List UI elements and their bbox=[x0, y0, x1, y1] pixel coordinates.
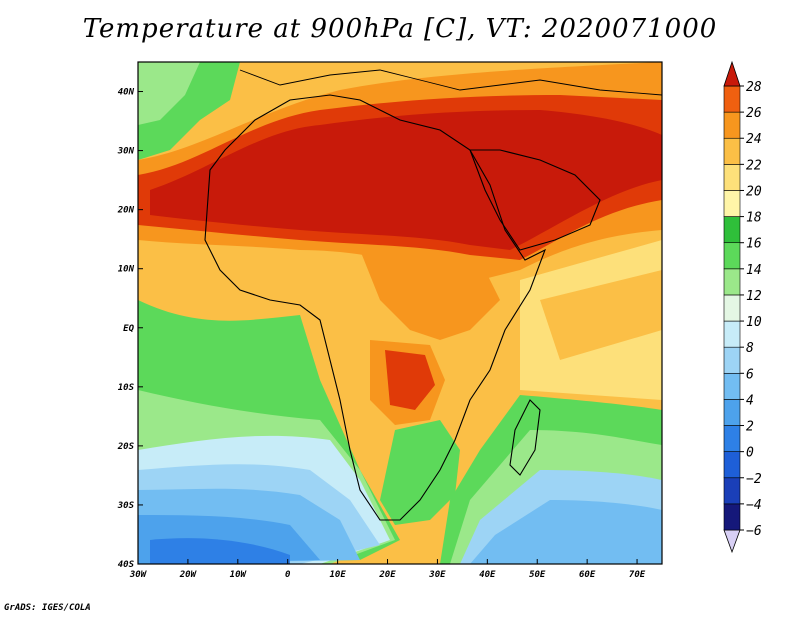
field-io-orange bbox=[540, 270, 662, 360]
longitude-axis: 30W 20W 10W 0 10E 20E 30E 40E 50E 60E 70E bbox=[129, 559, 646, 580]
colorbar-label: −4 bbox=[746, 498, 762, 513]
lon-tick-label: 50E bbox=[529, 570, 546, 580]
colorbar-label: 14 bbox=[746, 263, 762, 278]
colorbar-upper-extension bbox=[723, 60, 741, 87]
colorbar-label: 12 bbox=[746, 289, 762, 304]
field-south-deepblue bbox=[150, 538, 290, 564]
lat-tick-label: 20N bbox=[117, 206, 135, 216]
colorbar-label: −6 bbox=[746, 524, 762, 539]
lat-tick-label: 40S bbox=[118, 560, 135, 570]
field-sahara-darkred bbox=[150, 110, 662, 250]
lat-tick-label: 20S bbox=[117, 442, 135, 452]
lon-tick-label: 30E bbox=[428, 570, 446, 580]
lat-tick-label: 30S bbox=[117, 501, 135, 511]
colorbar-segment bbox=[723, 242, 741, 270]
colorbar-label: 16 bbox=[746, 237, 762, 252]
lon-tick-label: 60E bbox=[579, 570, 596, 580]
field-congo-red bbox=[385, 350, 435, 410]
lon-tick-label: 40E bbox=[479, 570, 496, 580]
lat-tick-label: 30N bbox=[117, 147, 135, 157]
colorbar-label: 2 bbox=[746, 420, 754, 435]
colorbar-segment bbox=[723, 320, 741, 348]
colorbar-label: 28 bbox=[746, 80, 762, 95]
colorbar-segment bbox=[723, 399, 741, 426]
lat-tick-label: EQ bbox=[123, 324, 134, 334]
lat-tick-label: 10N bbox=[118, 265, 135, 275]
map-title: Temperature at 900hPa [C], VT: 202007100… bbox=[82, 14, 718, 44]
field-central-orange bbox=[360, 250, 500, 340]
lat-tick-label: 10S bbox=[118, 383, 135, 393]
lon-tick-label: 10W bbox=[230, 570, 248, 580]
africa-coastline bbox=[204, 94, 547, 521]
colorbar-segment bbox=[723, 190, 741, 217]
colorbar-label: 4 bbox=[746, 393, 754, 408]
colorbar-label: 18 bbox=[746, 211, 762, 226]
colorbar-segment bbox=[723, 164, 741, 191]
colorbar-label: −2 bbox=[746, 472, 762, 487]
grads-credit: GrADS: IGES/COLA bbox=[4, 603, 91, 613]
colorbar-segment bbox=[723, 85, 741, 113]
arabia-coastline bbox=[469, 149, 601, 251]
colorbar-segment bbox=[723, 216, 741, 244]
lon-tick-label: 10E bbox=[329, 570, 346, 580]
europe-coastline bbox=[239, 69, 662, 96]
temperature-field bbox=[138, 62, 662, 564]
colorbar-label: 20 bbox=[746, 184, 762, 199]
lon-tick-label: 20E bbox=[378, 570, 396, 580]
lat-tick-label: 40N bbox=[118, 88, 135, 98]
colorbar-segment bbox=[723, 477, 741, 505]
colorbar-label: 10 bbox=[746, 315, 762, 330]
lon-tick-label: 70E bbox=[629, 570, 646, 580]
lon-tick-label: 30W bbox=[129, 570, 148, 580]
colorbar-label: 22 bbox=[746, 158, 762, 173]
colorbar-segment bbox=[723, 503, 741, 531]
map-frame bbox=[137, 61, 663, 565]
latitude-axis: 40N 30N 20N 10N EQ 10S 20S 30S 40S bbox=[117, 88, 143, 570]
colorbar-segment bbox=[723, 425, 741, 452]
colorbar-segment bbox=[723, 346, 741, 374]
field-sa-green bbox=[380, 420, 460, 525]
colorbar-label: 0 bbox=[746, 446, 754, 461]
colorbar-segment bbox=[723, 294, 741, 322]
colorbar-segment bbox=[723, 137, 741, 165]
colorbar-segment bbox=[723, 451, 741, 479]
colorbar-label: 24 bbox=[746, 132, 762, 147]
colorbar-label: 6 bbox=[746, 367, 754, 382]
madagascar-coastline bbox=[509, 399, 541, 476]
colorbar-segment bbox=[723, 372, 741, 400]
colorbar-segment bbox=[723, 268, 741, 296]
field-se-blue bbox=[470, 500, 662, 564]
field-nw-lightgreen bbox=[138, 62, 200, 125]
colorbar-segment bbox=[723, 111, 741, 139]
colorbar-label: 26 bbox=[746, 106, 762, 121]
colorbar-label: 8 bbox=[746, 341, 754, 356]
colorbar-lower-extension bbox=[723, 529, 741, 554]
lon-tick-label: 0 bbox=[285, 570, 291, 580]
lon-tick-label: 20W bbox=[179, 570, 198, 580]
